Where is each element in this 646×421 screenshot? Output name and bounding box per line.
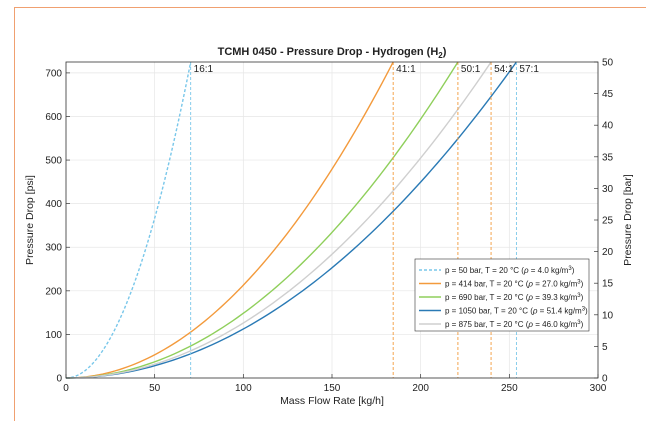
y-left-tick-label: 300 <box>45 243 62 254</box>
y-right-tick-label: 5 <box>602 342 608 353</box>
frame-border-left <box>14 7 15 421</box>
y-left-tick-label: 700 <box>45 68 62 79</box>
y-right-tick-label: 10 <box>602 310 614 321</box>
x-tick-label: 50 <box>149 383 161 394</box>
x-tick-label: 150 <box>324 383 341 394</box>
ratio-label: 54:1 <box>494 64 514 75</box>
y-right-tick-label: 35 <box>602 152 614 163</box>
y-left-tick-label: 200 <box>45 286 62 297</box>
y-right-tick-label: 15 <box>602 279 614 290</box>
y-left-tick-labels: 0 100 200 300 400 500 600 700 <box>45 68 70 385</box>
ratio-label: 16:1 <box>194 64 214 75</box>
x-tick-label: 250 <box>501 383 518 394</box>
series-line <box>65 61 192 379</box>
series-line <box>65 61 394 379</box>
y-left-tick-label: 100 <box>45 330 62 341</box>
x-tick-label: 200 <box>412 383 429 394</box>
legend-entry: p = 1050 bar, T = 20 °C (ρ = 51.4 kg/m3) <box>445 307 588 316</box>
series-curves <box>65 61 517 379</box>
x-tick-labels: 0 50 100 150 200 250 300 <box>63 374 607 394</box>
legend-entry: p = 875 bar, T = 20 °C (ρ = 46.0 kg/m3) <box>445 320 584 329</box>
y-axis-label-right: Pressure Drop [bar] <box>622 174 634 266</box>
ratio-label: 50:1 <box>461 64 481 75</box>
chart-title: TCMH 0450 - Pressure Drop - Hydrogen (H2… <box>218 46 447 60</box>
series-line <box>65 61 459 379</box>
legend: p = 50 bar, T = 20 °C (ρ = 4.0 kg/m3) p =… <box>414 258 590 332</box>
y-left-tick-label: 500 <box>45 156 62 167</box>
x-axis-label: Mass Flow Rate [kg/h] <box>280 395 384 407</box>
x-tick-label: 100 <box>235 383 252 394</box>
x-tick-label: 0 <box>63 383 69 394</box>
y-left-tick-label: 600 <box>45 112 62 123</box>
y-left-tick-label: 0 <box>56 374 62 385</box>
y-left-tick-label: 400 <box>45 199 62 210</box>
ratio-lines: 16:1 41:1 50:1 54:1 57:1 <box>190 62 539 378</box>
y-right-tick-label: 40 <box>602 121 614 132</box>
y-right-tick-label: 45 <box>602 89 614 100</box>
x-tick-label: 300 <box>590 383 607 394</box>
y-right-tick-label: 25 <box>602 216 614 227</box>
legend-box <box>414 258 590 332</box>
ratio-label: 41:1 <box>396 64 416 75</box>
series-line <box>65 61 492 379</box>
series-line <box>65 61 517 379</box>
y-right-tick-labels: 0 5 10 15 20 25 30 35 40 45 50 <box>594 58 614 385</box>
y-right-tick-label: 20 <box>602 247 614 258</box>
frame-border-top <box>14 7 646 8</box>
legend-entry: p = 50 bar, T = 20 °C (ρ = 4.0 kg/m3) <box>445 266 575 275</box>
y-right-tick-label: 50 <box>602 58 614 69</box>
y-right-tick-label: 30 <box>602 184 614 195</box>
legend-entry: p = 414 bar, T = 20 °C (ρ = 27.0 kg/m3) <box>445 280 584 289</box>
ratio-label: 57:1 <box>519 64 539 75</box>
legend-entry: p = 690 bar, T = 20 °C (ρ = 39.3 kg/m3) <box>445 293 584 302</box>
y-right-tick-label: 0 <box>602 374 608 385</box>
y-axis-label-left: Pressure Drop [psi] <box>24 175 36 265</box>
